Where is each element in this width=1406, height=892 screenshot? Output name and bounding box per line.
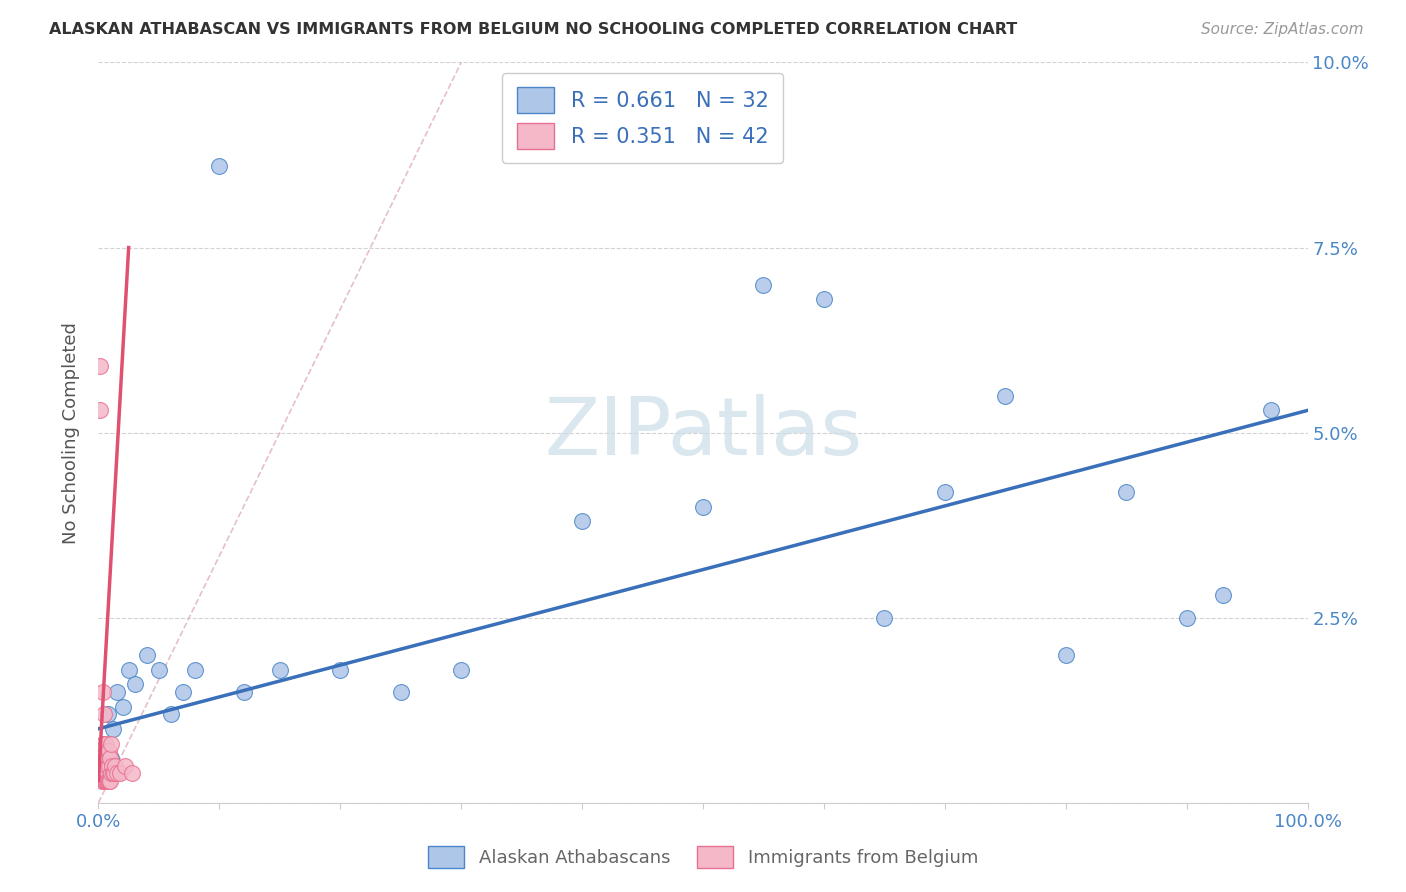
Point [873, 610, 896, 624]
Point [1260, 403, 1282, 417]
Point [96, 766, 118, 780]
Point [934, 484, 956, 499]
Point [94, 773, 117, 788]
Point [100, 737, 122, 751]
Point [172, 685, 194, 699]
Point [96, 751, 118, 765]
Point [97, 706, 120, 721]
Text: ZIPatlas: ZIPatlas [544, 393, 862, 472]
Point [91, 685, 114, 699]
Point [121, 766, 143, 780]
Point [90, 751, 112, 765]
Point [97, 744, 120, 758]
Point [232, 685, 254, 699]
Point [752, 277, 775, 292]
Text: ALASKAN ATHABASCAN VS IMMIGRANTS FROM BELGIUM NO SCHOOLING COMPLETED CORRELATION: ALASKAN ATHABASCAN VS IMMIGRANTS FROM BE… [49, 22, 1018, 37]
Point [692, 500, 714, 514]
Point [89, 359, 111, 373]
Point [1115, 484, 1137, 499]
Point [100, 766, 122, 780]
Point [91, 758, 114, 772]
Point [93, 758, 115, 772]
Point [97, 773, 120, 788]
Point [91, 758, 114, 772]
Point [94, 751, 117, 765]
Point [96, 773, 118, 788]
Point [101, 722, 124, 736]
Point [91, 773, 114, 788]
Point [98, 758, 121, 772]
Point [114, 758, 136, 772]
Point [148, 663, 170, 677]
Point [98, 751, 121, 765]
Point [97, 773, 120, 788]
Point [96, 758, 118, 772]
Point [94, 773, 117, 788]
Point [94, 758, 117, 772]
Point [108, 766, 131, 780]
Point [93, 706, 115, 721]
Point [571, 515, 593, 529]
Point [98, 773, 121, 788]
Y-axis label: No Schooling Completed: No Schooling Completed [62, 322, 80, 543]
Point [1175, 610, 1198, 624]
Point [813, 293, 835, 307]
Point [135, 648, 157, 662]
Point [93, 773, 115, 788]
Point [1212, 589, 1234, 603]
Point [101, 766, 124, 780]
Point [450, 663, 472, 677]
Point [329, 663, 352, 677]
Point [93, 737, 115, 751]
Point [111, 699, 134, 714]
Point [93, 766, 115, 780]
Text: Source: ZipAtlas.com: Source: ZipAtlas.com [1201, 22, 1364, 37]
Point [208, 159, 231, 173]
Legend: Alaskan Athabascans, Immigrants from Belgium: Alaskan Athabascans, Immigrants from Bel… [420, 838, 986, 875]
Point [96, 773, 118, 788]
Point [105, 685, 128, 699]
Point [100, 758, 122, 772]
Point [118, 663, 141, 677]
Point [1054, 648, 1077, 662]
Point [389, 685, 412, 699]
Point [269, 663, 291, 677]
Point [160, 706, 183, 721]
Point [124, 677, 146, 691]
Point [104, 758, 127, 772]
Point [97, 751, 120, 765]
Point [93, 737, 115, 751]
Point [98, 773, 121, 788]
Point [994, 388, 1017, 402]
Point [90, 766, 112, 780]
Point [96, 744, 118, 758]
Point [89, 403, 111, 417]
Point [94, 737, 117, 751]
Point [91, 737, 114, 751]
Point [105, 766, 128, 780]
Point [184, 663, 207, 677]
Point [103, 766, 125, 780]
Point [100, 751, 122, 765]
